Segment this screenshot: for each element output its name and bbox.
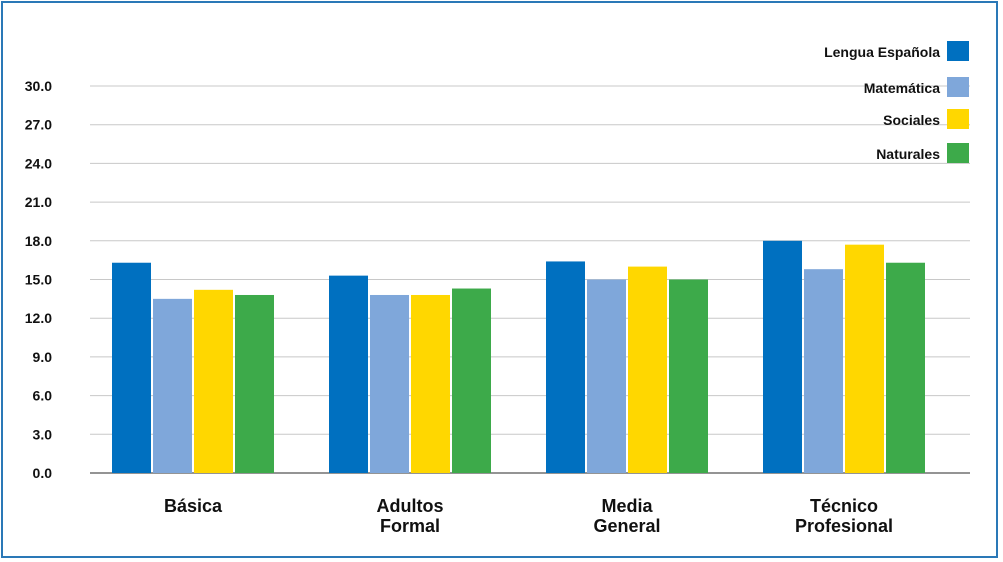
category-label: Básica bbox=[164, 496, 223, 516]
bar bbox=[235, 294, 274, 473]
legend-swatch bbox=[947, 41, 969, 61]
y-tick-label: 24.0 bbox=[25, 155, 52, 171]
bar bbox=[804, 269, 843, 473]
x-axis: Básica Adultos Formal Media General Técnico Pr… bbox=[164, 496, 893, 536]
category-label-line: Formal bbox=[380, 516, 440, 536]
category-label-line: General bbox=[593, 516, 660, 536]
y-tick-label: 3.0 bbox=[33, 426, 53, 442]
y-tick-label: 15.0 bbox=[25, 272, 52, 288]
category-label-line: Técnico bbox=[810, 496, 878, 516]
y-tick-label: 21.0 bbox=[25, 194, 52, 210]
bar bbox=[194, 289, 233, 473]
bar bbox=[587, 279, 626, 473]
legend-swatch bbox=[947, 77, 969, 97]
bar bbox=[845, 244, 884, 473]
bars bbox=[112, 240, 925, 473]
legend-swatch bbox=[947, 143, 969, 163]
bar bbox=[452, 288, 491, 473]
category-label-line: Adultos bbox=[377, 496, 444, 516]
legend-swatch bbox=[947, 109, 969, 129]
y-tick-label: 6.0 bbox=[33, 388, 53, 404]
legend: Lengua Española Matemática Sociales Natural… bbox=[824, 41, 969, 163]
legend-label: Lengua Española bbox=[824, 44, 940, 60]
category-label: Técnico Profesional bbox=[795, 496, 893, 536]
category-label-line: Profesional bbox=[795, 516, 893, 536]
y-tick-label: 30.0 bbox=[25, 78, 52, 94]
bar bbox=[153, 298, 192, 473]
legend-label: Naturales bbox=[876, 146, 940, 162]
bar bbox=[370, 294, 409, 473]
category-label: Media General bbox=[593, 496, 660, 536]
y-tick-label: 27.0 bbox=[25, 117, 52, 133]
bar bbox=[411, 294, 450, 473]
y-tick-label: 0.0 bbox=[33, 465, 53, 481]
category-label-line: Básica bbox=[164, 496, 223, 516]
bar bbox=[886, 262, 925, 473]
legend-label: Sociales bbox=[883, 112, 940, 128]
y-tick-label: 12.0 bbox=[25, 310, 52, 326]
y-tick-label: 9.0 bbox=[33, 349, 53, 365]
bar bbox=[669, 279, 708, 473]
legend-label: Matemática bbox=[864, 80, 940, 96]
bar bbox=[763, 240, 802, 473]
category-label-line: Media bbox=[601, 496, 653, 516]
bar bbox=[628, 266, 667, 473]
y-axis: 0.0 3.0 6.0 9.0 12.0 15.0 18.0 21.0 24.0 27.0 30.0 bbox=[25, 78, 52, 481]
bar bbox=[112, 262, 151, 473]
category-label: Adultos Formal bbox=[377, 496, 444, 536]
y-tick-label: 18.0 bbox=[25, 233, 52, 249]
bar bbox=[546, 261, 585, 473]
bar bbox=[329, 275, 368, 473]
